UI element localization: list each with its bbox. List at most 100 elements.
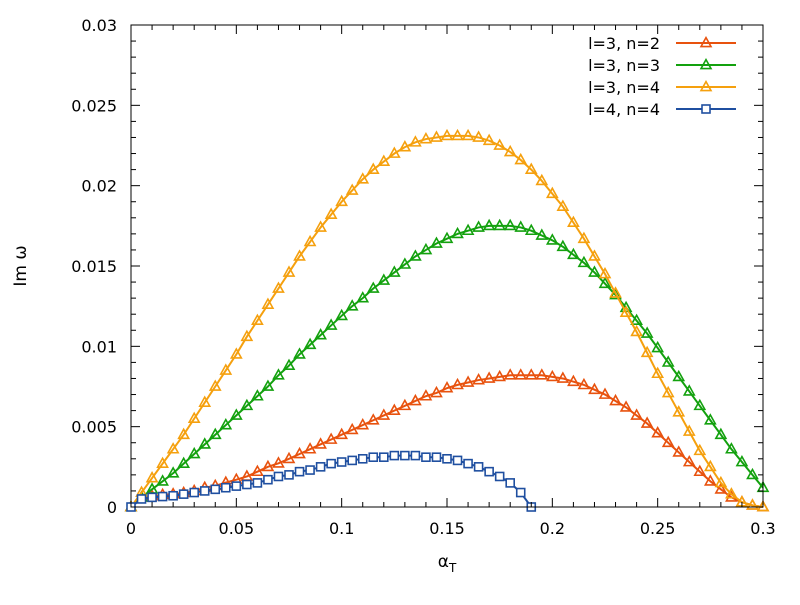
x-tick-label: 0.2 — [540, 519, 565, 538]
y-tick-label: 0.03 — [81, 16, 117, 35]
data-point — [472, 130, 485, 142]
data-point — [356, 291, 370, 303]
data-point — [229, 408, 243, 420]
x-tick-label: 0.25 — [640, 519, 676, 538]
data-point — [294, 466, 305, 477]
data-point — [619, 400, 633, 412]
data-point — [261, 379, 275, 391]
data-point — [598, 387, 612, 399]
data-point — [535, 173, 549, 186]
data-point — [272, 456, 285, 468]
data-point — [419, 242, 433, 255]
data-point — [461, 223, 475, 236]
data-point — [640, 326, 654, 338]
legend-label: l=3, n=2 — [588, 34, 660, 53]
data-point — [303, 234, 317, 247]
data-point — [368, 452, 379, 462]
data-point — [282, 265, 296, 277]
data-point — [651, 366, 665, 379]
data-point — [293, 446, 306, 459]
data-point — [682, 384, 696, 396]
legend-item: l=4, n=4 — [588, 100, 736, 119]
data-point — [419, 132, 433, 144]
data-point — [157, 491, 168, 502]
x-tick-label: 0.1 — [329, 519, 354, 538]
data-point — [577, 255, 591, 268]
data-point — [305, 465, 315, 475]
data-point — [609, 286, 622, 298]
data-point — [145, 471, 159, 483]
data-point — [461, 128, 475, 141]
data-point — [303, 337, 317, 350]
data-point — [440, 381, 454, 393]
data-point — [336, 457, 347, 467]
data-point — [703, 474, 717, 486]
data-point — [240, 329, 254, 342]
data-point — [251, 389, 264, 401]
data-point — [156, 456, 169, 469]
series-3 — [124, 128, 770, 512]
x-tick-label: 0.15 — [429, 519, 465, 538]
data-point — [273, 471, 284, 482]
data-point — [210, 484, 221, 495]
data-point — [661, 385, 675, 398]
data-point — [208, 379, 222, 391]
data-point — [442, 453, 452, 464]
data-point — [177, 456, 191, 469]
data-point — [398, 398, 412, 411]
data-point — [419, 389, 433, 401]
data-point — [703, 459, 717, 472]
series-line — [130, 374, 764, 508]
data-point — [482, 218, 496, 231]
data-point — [714, 482, 728, 494]
data-point — [229, 347, 243, 359]
series-layer — [124, 128, 770, 512]
data-point — [503, 368, 517, 380]
data-point — [440, 128, 454, 141]
data-point — [335, 427, 349, 440]
data-point — [714, 427, 728, 440]
data-point — [693, 398, 707, 411]
data-point — [168, 490, 178, 501]
y-axis-title: Im ω — [11, 245, 31, 286]
x-axis-title-main: α — [438, 552, 449, 572]
data-point — [630, 324, 643, 337]
data-point — [452, 455, 463, 466]
data-point — [746, 467, 759, 480]
data-point — [619, 305, 633, 317]
data-point — [735, 454, 749, 467]
data-point — [661, 435, 675, 448]
data-point — [440, 231, 454, 244]
legend-marker — [699, 57, 713, 70]
legend-marker — [699, 35, 713, 48]
y-tick-label: 0.01 — [81, 337, 117, 356]
data-point — [661, 355, 675, 367]
data-point — [356, 172, 370, 184]
data-point — [345, 299, 359, 311]
data-point — [503, 218, 517, 231]
data-point — [261, 297, 275, 309]
data-point — [430, 130, 443, 142]
data-point — [345, 183, 359, 195]
data-point — [199, 486, 210, 496]
data-point — [400, 450, 410, 461]
data-point — [430, 236, 443, 248]
data-point — [261, 459, 275, 472]
data-point — [282, 358, 296, 371]
data-point — [746, 498, 759, 510]
data-point — [493, 218, 507, 231]
data-point — [672, 369, 686, 382]
data-point — [472, 220, 485, 232]
data-point — [410, 450, 421, 461]
legend: l=3, n=2 l=3, n=3 l=3, n=4 l=4, n=4 — [588, 34, 736, 119]
data-point — [567, 374, 580, 387]
data-point — [377, 408, 391, 420]
data-point — [524, 162, 538, 174]
data-point — [252, 478, 263, 488]
data-point — [482, 133, 496, 146]
data-point — [387, 403, 401, 416]
data-point — [473, 462, 484, 472]
data-point — [242, 479, 252, 490]
data-point — [535, 228, 549, 240]
